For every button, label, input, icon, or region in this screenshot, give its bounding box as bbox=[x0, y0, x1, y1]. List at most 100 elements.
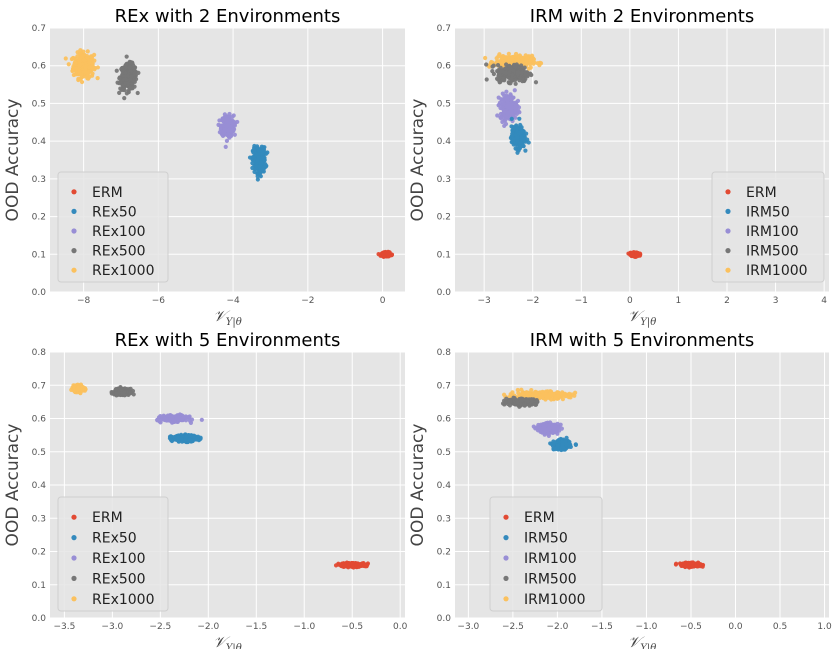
point bbox=[630, 252, 635, 257]
y-tick-label: 0.4 bbox=[32, 137, 47, 147]
point bbox=[86, 76, 91, 81]
point bbox=[510, 133, 515, 139]
y-tick-label: 0.3 bbox=[32, 175, 46, 185]
y-tick-label: 0.4 bbox=[437, 481, 452, 491]
point bbox=[556, 390, 561, 395]
series-REx1000 bbox=[69, 382, 88, 396]
x-tick-label: −3.0 bbox=[101, 622, 123, 632]
point bbox=[95, 65, 100, 70]
point bbox=[509, 116, 514, 121]
point bbox=[221, 116, 226, 121]
point bbox=[255, 177, 260, 182]
point bbox=[515, 150, 520, 155]
legend-entry: IRM100 bbox=[746, 224, 799, 240]
x-tick-label: −8 bbox=[77, 296, 91, 306]
x-tick-label: 0 bbox=[627, 296, 633, 306]
point bbox=[515, 400, 520, 405]
y-tick-label: 0.5 bbox=[32, 99, 46, 109]
point bbox=[165, 413, 171, 418]
point bbox=[81, 49, 86, 54]
point bbox=[199, 417, 204, 422]
point bbox=[223, 144, 228, 150]
point bbox=[484, 62, 489, 67]
legend-entry: ERM bbox=[92, 510, 123, 526]
point bbox=[131, 78, 136, 83]
legend-entry: REx500 bbox=[92, 244, 146, 260]
points-layer bbox=[500, 387, 706, 570]
y-tick-label: 0.6 bbox=[32, 415, 47, 425]
point bbox=[122, 390, 127, 395]
point bbox=[252, 143, 257, 149]
x-tick-label: 2 bbox=[724, 296, 730, 306]
point bbox=[518, 131, 523, 136]
point bbox=[626, 251, 631, 256]
point bbox=[521, 143, 526, 149]
legend-marker bbox=[71, 228, 77, 234]
point bbox=[490, 68, 495, 74]
point bbox=[117, 76, 122, 81]
point bbox=[72, 389, 77, 394]
x-tick-label: −1.0 bbox=[293, 622, 315, 632]
point bbox=[90, 61, 95, 66]
point bbox=[219, 123, 224, 128]
point bbox=[525, 399, 530, 404]
point bbox=[513, 81, 518, 86]
point bbox=[224, 124, 229, 129]
x-tick-label: −2.0 bbox=[197, 622, 219, 632]
point bbox=[509, 96, 515, 102]
y-tick-label: 0.0 bbox=[32, 288, 47, 298]
y-tick-label: 0.1 bbox=[32, 250, 46, 260]
legend-marker bbox=[725, 248, 731, 254]
point bbox=[496, 77, 501, 82]
point bbox=[130, 63, 136, 68]
point bbox=[80, 54, 85, 59]
point bbox=[76, 386, 81, 391]
series-REx500 bbox=[109, 384, 136, 398]
point bbox=[523, 148, 528, 153]
point bbox=[75, 50, 80, 55]
point bbox=[519, 136, 525, 142]
point bbox=[522, 402, 527, 407]
point bbox=[168, 437, 174, 443]
x-tick-label: 0.0 bbox=[728, 622, 743, 632]
point bbox=[131, 392, 136, 397]
point bbox=[78, 76, 83, 82]
point bbox=[260, 167, 265, 172]
point bbox=[507, 81, 512, 86]
series-REx100 bbox=[155, 412, 204, 426]
point bbox=[519, 70, 524, 76]
point bbox=[217, 118, 222, 123]
x-tick-label: −2.5 bbox=[149, 622, 171, 632]
y-axis-label: OOD Accuracy bbox=[408, 99, 428, 222]
legend-marker bbox=[71, 189, 77, 195]
point bbox=[230, 114, 235, 119]
chart-title: REx with 2 Environments bbox=[115, 6, 341, 27]
point bbox=[529, 53, 535, 58]
point bbox=[552, 426, 557, 431]
x-tick-label: −1.0 bbox=[636, 622, 658, 632]
point bbox=[89, 73, 95, 78]
x-tick-label: −0.5 bbox=[680, 622, 702, 632]
x-axis-label: 𝒱Y|θ bbox=[213, 307, 242, 328]
point bbox=[158, 414, 163, 419]
point bbox=[524, 390, 529, 395]
point bbox=[516, 105, 522, 110]
point bbox=[524, 58, 529, 63]
x-axis-label: 𝒱Y|θ bbox=[213, 633, 242, 649]
point bbox=[517, 116, 522, 121]
series-REx100 bbox=[216, 111, 240, 150]
point bbox=[529, 388, 534, 393]
point bbox=[117, 90, 122, 95]
y-tick-label: 0.8 bbox=[32, 348, 47, 358]
point bbox=[257, 148, 262, 153]
y-tick-label: 0.7 bbox=[437, 24, 451, 34]
point bbox=[506, 51, 511, 56]
points-layer bbox=[69, 382, 371, 570]
point bbox=[500, 78, 505, 83]
legend-entry: ERM bbox=[746, 185, 777, 201]
chart-3: −3.5 −3.0 −2.5 −2.0 −1.5 −1.0 −0.5 0.00.00.10.2… bbox=[3, 330, 408, 649]
legend-entry: IRM50 bbox=[746, 204, 790, 220]
x-tick-label: −3.0 bbox=[457, 622, 479, 632]
